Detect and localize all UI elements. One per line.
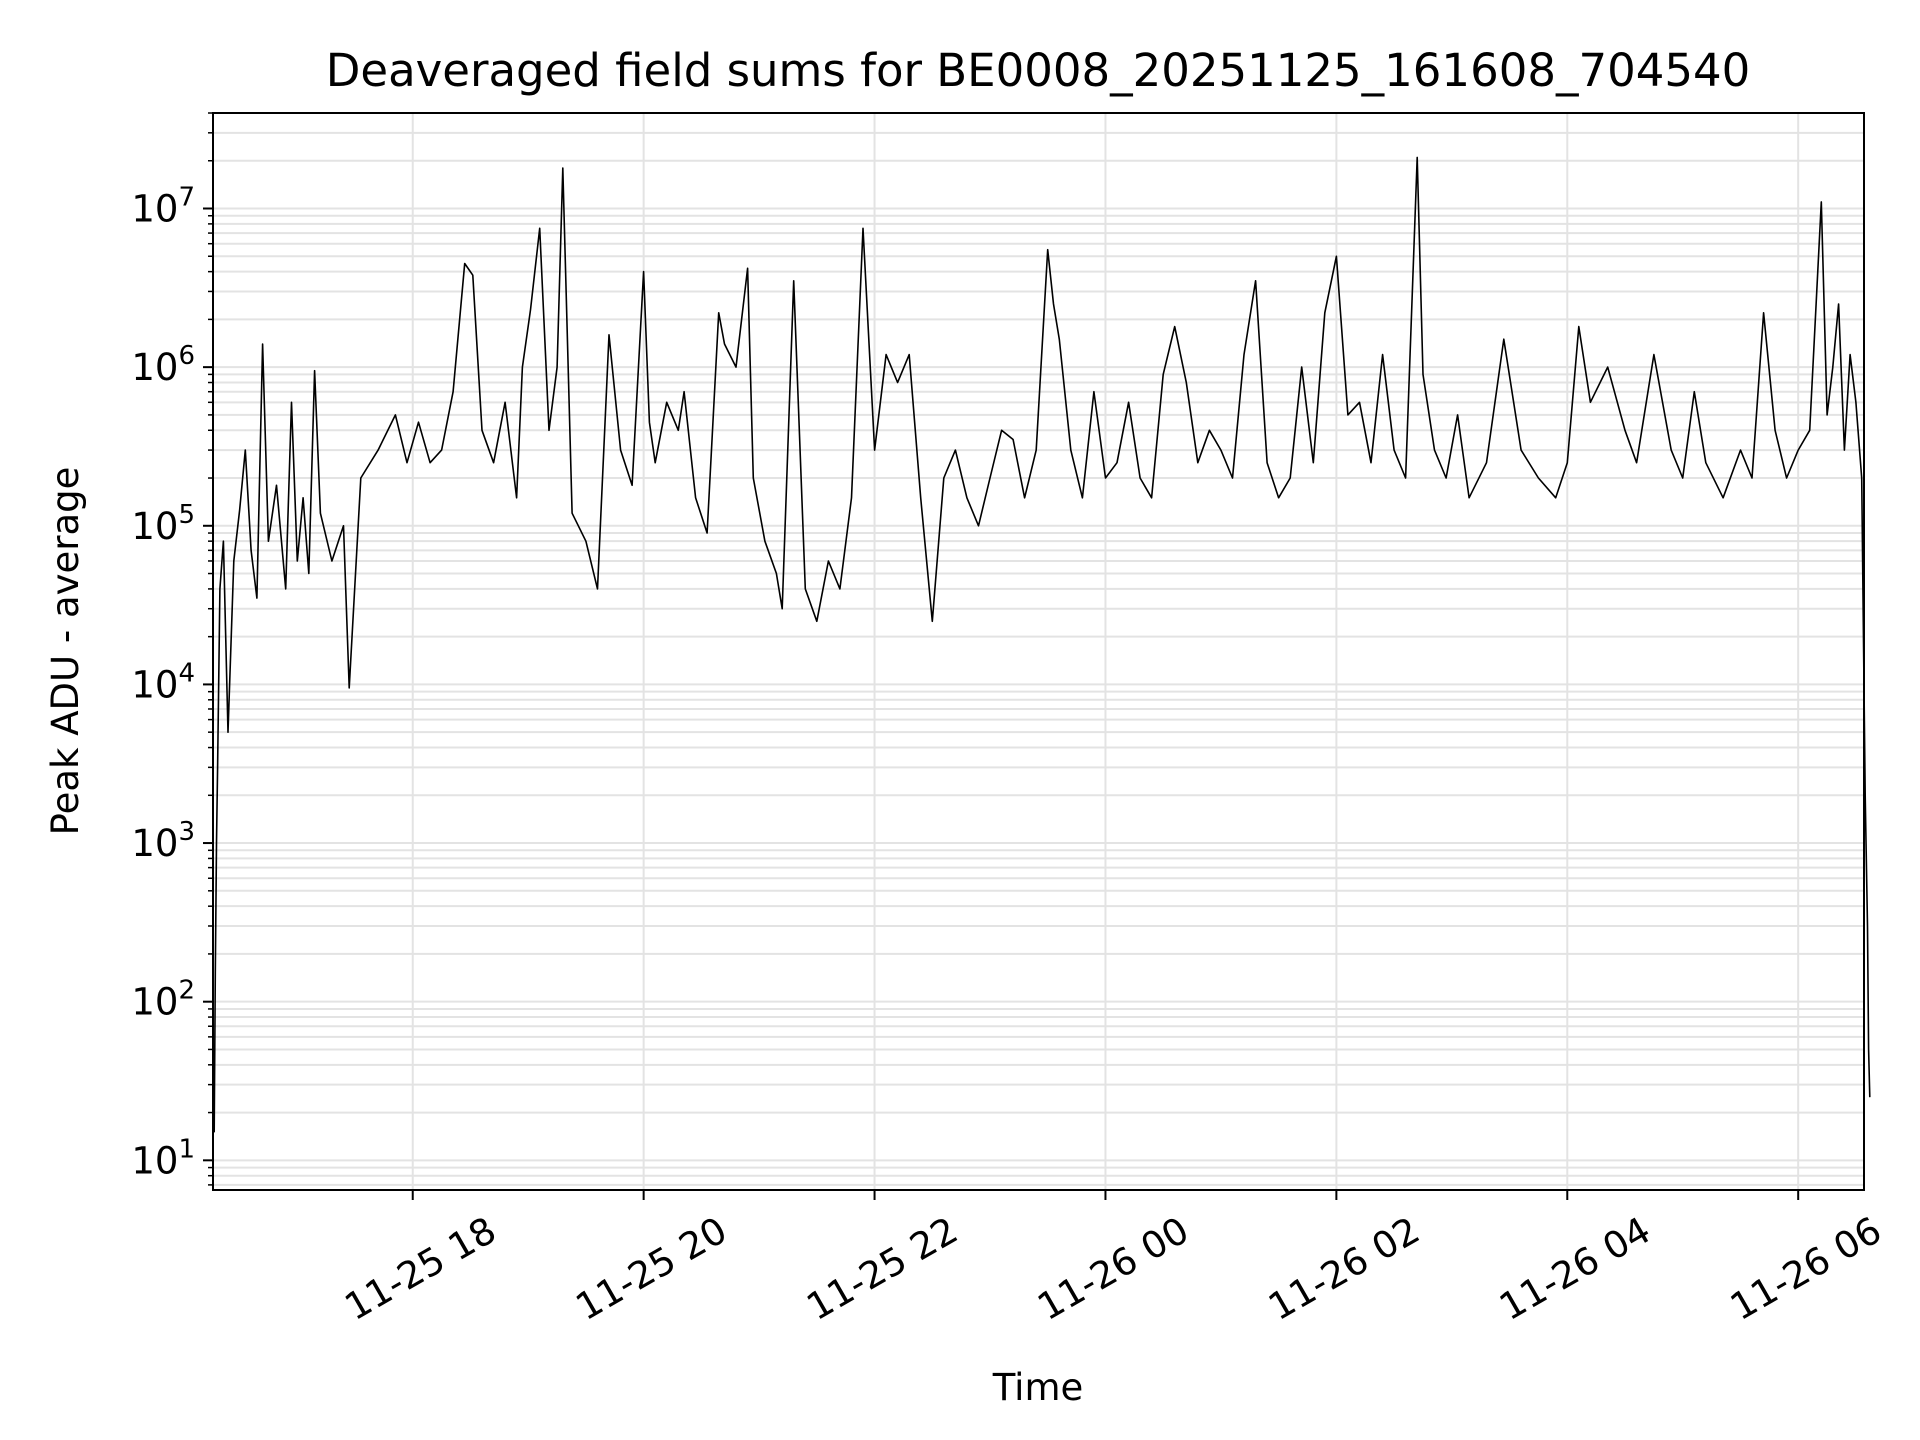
y-axis-label: Peak ADU - average	[44, 467, 87, 836]
y-tick-label: 101	[131, 1134, 195, 1182]
chart-title: Deaveraged field sums for BE0008_2025112…	[326, 44, 1751, 97]
y-tick-label: 105	[131, 500, 195, 548]
x-axis-label: Time	[992, 1366, 1084, 1409]
grid	[213, 112, 1864, 1190]
plot-frame	[212, 112, 1865, 1191]
y-tick-label: 104	[131, 658, 195, 706]
series-layer	[213, 156, 1871, 1133]
y-tick-label: 107	[131, 183, 195, 231]
y-tick-label: 103	[131, 817, 195, 865]
y-tick-label: 106	[131, 341, 195, 389]
y-tick-label: 102	[131, 976, 195, 1024]
series-line	[213, 156, 1871, 1133]
